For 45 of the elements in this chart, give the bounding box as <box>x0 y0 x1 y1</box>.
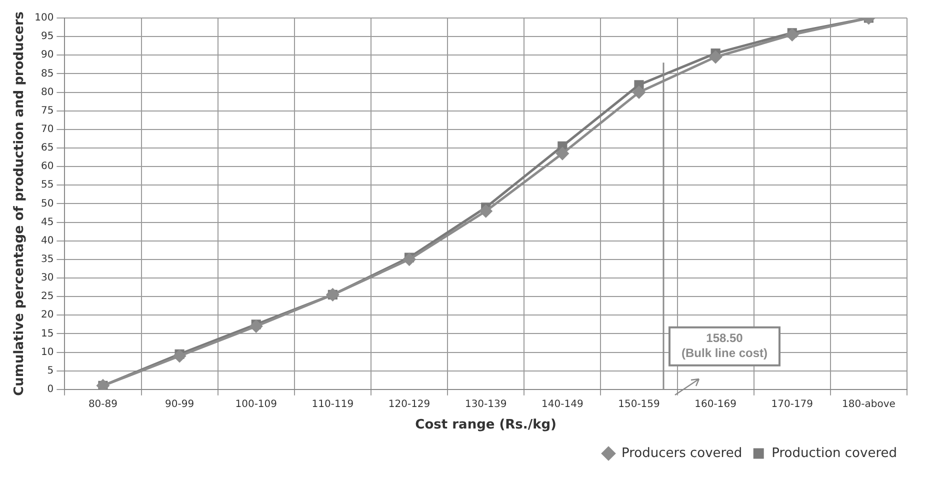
x-tick-label: 170-179 <box>771 398 814 410</box>
point <box>173 350 186 362</box>
y-tick-label: 100 <box>34 12 54 24</box>
y-tick-label: 5 <box>47 365 54 376</box>
y-tick-label: 40 <box>40 235 54 246</box>
x-tick-label: 120-129 <box>388 398 430 410</box>
x-tick-label: 80-89 <box>88 398 118 410</box>
y-tick-label: 45 <box>40 216 54 228</box>
point <box>786 28 798 41</box>
x-tick-label: 160-169 <box>694 398 736 410</box>
point <box>480 204 492 218</box>
y-axis-title: Cumulative percentage of production and producers <box>12 11 28 396</box>
y-tick-label: 10 <box>40 346 54 358</box>
x-tick-label: 90-99 <box>165 398 194 410</box>
y-tick-label: 95 <box>40 31 54 42</box>
y-tick-label: 55 <box>40 180 54 191</box>
y-tick-label: 25 <box>40 291 54 302</box>
point <box>250 320 262 333</box>
y-tick-label: 35 <box>40 254 54 266</box>
y-tick-label: 80 <box>40 86 54 98</box>
legend-label: Producers covered <box>621 446 742 461</box>
y-tick-label: 0 <box>47 384 54 395</box>
x-tick-label: 140-149 <box>542 398 584 410</box>
point <box>709 50 722 64</box>
y-tick-label: 50 <box>40 198 54 210</box>
x-tick-label: 130-139 <box>464 398 507 410</box>
y-tick-label: 70 <box>40 124 54 136</box>
point <box>403 253 416 266</box>
x-tick-label: 180-above <box>842 398 896 410</box>
point <box>556 147 569 160</box>
x-tick-label: 150-159 <box>618 398 660 410</box>
y-tick-label: 65 <box>40 142 54 154</box>
y-tick-label: 20 <box>40 310 54 321</box>
y-tick-label: 30 <box>40 272 54 284</box>
ref-line-label: 158.50 (Bulk line cost) <box>681 331 768 360</box>
y-tick-label: 75 <box>40 105 54 116</box>
x-tick-label: 100-109 <box>235 398 278 410</box>
y-tick-label: 85 <box>40 68 54 80</box>
x-axis-title: Cost range (Rs./kg) <box>415 418 556 433</box>
y-tick-label: 90 <box>40 50 54 61</box>
y-tick-label: 60 <box>40 161 54 172</box>
y-tick-label: 15 <box>40 328 54 340</box>
legend-label: Production covered <box>772 446 898 461</box>
x-tick-label: 110-119 <box>312 398 354 410</box>
point <box>632 86 646 99</box>
